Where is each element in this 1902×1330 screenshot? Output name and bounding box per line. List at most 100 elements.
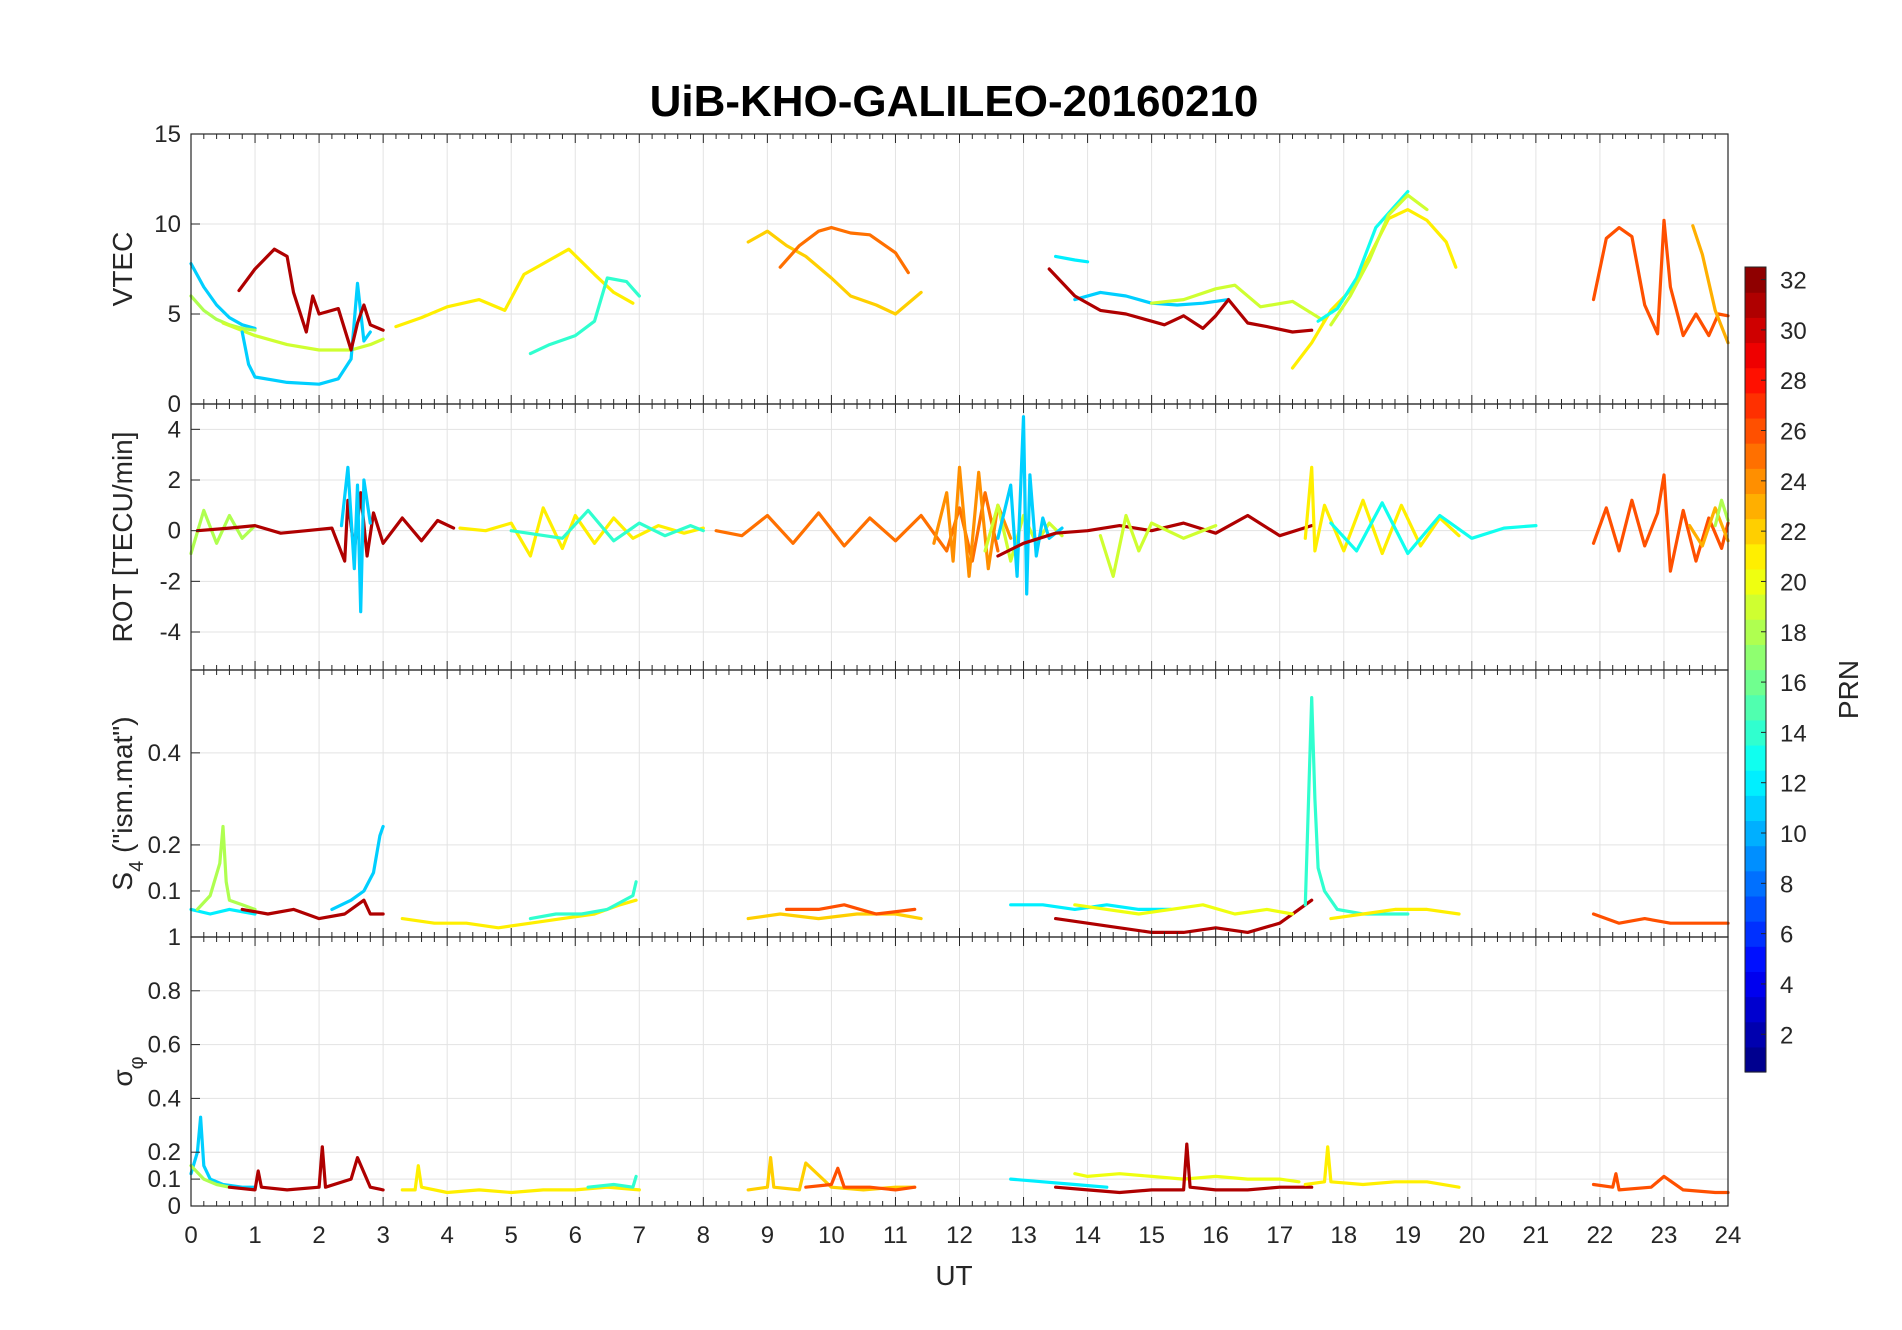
series-prn-31 bbox=[240, 898, 385, 921]
rot-series bbox=[189, 415, 1730, 614]
colorbar-swatch bbox=[1745, 870, 1766, 897]
vtec-y-tick-label: 5 bbox=[168, 301, 181, 328]
series-prn-14 bbox=[586, 1174, 638, 1189]
colorbar-tick-label: 8 bbox=[1780, 871, 1793, 898]
panel-rot: -4 -2 0 2 4 ROT [TECU/min] bbox=[107, 403, 1730, 671]
x-tick-label: 19 bbox=[1394, 1222, 1421, 1249]
x-axis-label: UT bbox=[935, 1260, 972, 1291]
series-prn-14 bbox=[528, 276, 641, 356]
colorbar-tick-label: 18 bbox=[1780, 620, 1807, 647]
colorbar-swatch bbox=[1745, 946, 1766, 972]
sigma-y-tick-label: 0.6 bbox=[148, 1032, 181, 1059]
colorbar-swatch bbox=[1745, 845, 1766, 872]
series-prn-19 bbox=[983, 503, 1064, 563]
vtec-y-axis-label: VTEC bbox=[107, 232, 138, 307]
series-prn-26 bbox=[1591, 912, 1730, 925]
x-tick-label: 21 bbox=[1523, 1222, 1550, 1249]
x-tick-label: 2 bbox=[312, 1222, 325, 1249]
x-tick-label: 23 bbox=[1651, 1222, 1678, 1249]
vtec-series bbox=[189, 190, 1730, 386]
colorbar-swatch bbox=[1745, 770, 1766, 796]
colorbar-swatch bbox=[1745, 719, 1766, 746]
colorbar-swatch bbox=[1745, 644, 1766, 671]
series-prn-31 bbox=[996, 513, 1314, 558]
s4-grid bbox=[190, 670, 1729, 937]
x-tick-label: 1 bbox=[248, 1222, 261, 1249]
series-prn-12 bbox=[1009, 1177, 1109, 1189]
chart-title: UiB-KHO-GALILEO-20160210 bbox=[650, 77, 1259, 126]
colorbar-tick-label: 20 bbox=[1780, 569, 1807, 596]
rot-y-tick-label: -2 bbox=[160, 568, 181, 595]
series-prn-13 bbox=[1329, 501, 1538, 556]
colorbar-tick-label: 4 bbox=[1780, 972, 1793, 999]
s4-y-tick-label: 0.2 bbox=[148, 832, 181, 859]
colorbar-swatch bbox=[1745, 694, 1766, 721]
series-prn-26 bbox=[1591, 1172, 1730, 1195]
colorbar-swatch bbox=[1745, 820, 1766, 847]
colorbar-swatch bbox=[1745, 971, 1766, 998]
series-prn-21 bbox=[1329, 907, 1461, 921]
sigma-y-tick-label: 0.8 bbox=[148, 978, 181, 1005]
series-prn-31 bbox=[237, 247, 385, 352]
x-tick-label: 16 bbox=[1202, 1222, 1229, 1249]
x-tick-label: 15 bbox=[1138, 1222, 1165, 1249]
series-prn-26 bbox=[804, 1166, 917, 1192]
colorbar-swatch bbox=[1745, 795, 1766, 822]
series-prn-31 bbox=[1047, 267, 1314, 334]
x-tick-labels: 0 1 2 3 4 5 6 7 8 9 10 11 12 13 14 15 16 17 18 19 20 21 22 23 24 bbox=[184, 1222, 1741, 1249]
colorbar-swatch bbox=[1745, 443, 1766, 469]
colorbar-swatch bbox=[1745, 619, 1766, 645]
colorbar-swatch bbox=[1745, 367, 1766, 394]
colorbar-swatch bbox=[1745, 392, 1766, 419]
series-prn-21 bbox=[400, 1164, 641, 1195]
s4-label-rest: ("ism.mat") bbox=[107, 716, 138, 860]
colorbar-tick-label: 6 bbox=[1780, 922, 1793, 949]
colorbar-swatch bbox=[1745, 669, 1766, 696]
x-tick-label: 4 bbox=[440, 1222, 453, 1249]
sigma-y-tick-label: 0.1 bbox=[148, 1166, 181, 1193]
series-prn-20 bbox=[1073, 903, 1295, 916]
s4-y-tick-label: 0.4 bbox=[148, 740, 181, 767]
x-tick-label: 11 bbox=[883, 1222, 908, 1249]
series-prn-23 bbox=[1687, 506, 1730, 548]
colorbar-swatch bbox=[1745, 996, 1766, 1023]
colorbar-frame bbox=[1744, 266, 1767, 1073]
series-prn-19 bbox=[1149, 283, 1327, 323]
colorbar-swatch bbox=[1745, 292, 1766, 318]
series-prn-19 bbox=[1329, 193, 1429, 327]
colorbar-swatch bbox=[1745, 1021, 1766, 1048]
colorbar-label: PRN bbox=[1833, 660, 1864, 719]
colorbar-swatch bbox=[1745, 921, 1766, 947]
x-tick-label: 22 bbox=[1587, 1222, 1614, 1249]
colorbar-tick-label: 26 bbox=[1780, 419, 1807, 446]
sigma-series bbox=[189, 1115, 1730, 1195]
x-tick-label: 12 bbox=[946, 1222, 973, 1249]
series-prn-22 bbox=[746, 229, 923, 316]
series-prn-22 bbox=[746, 912, 923, 921]
sigma-y-tick-label: 0.4 bbox=[148, 1085, 181, 1112]
colorbar-swatch bbox=[1745, 744, 1766, 771]
series-prn-25 bbox=[778, 226, 910, 275]
series-prn-18 bbox=[189, 1164, 231, 1189]
x-tick-label: 0 bbox=[184, 1222, 197, 1249]
colorbar-swatch bbox=[1745, 518, 1766, 545]
colorbar-tick-label: 16 bbox=[1780, 670, 1807, 697]
series-prn-14 bbox=[509, 508, 705, 543]
x-tick-label: 8 bbox=[697, 1222, 710, 1249]
colorbar-tick-label: 30 bbox=[1780, 318, 1807, 345]
series-prn-18 bbox=[195, 824, 257, 912]
series-prn-12 bbox=[189, 907, 257, 916]
rot-y-tick-label: -4 bbox=[160, 619, 181, 646]
colorbar-tick-label: 32 bbox=[1780, 268, 1807, 295]
sigma-x-ticks bbox=[190, 937, 1729, 1206]
series-prn-26 bbox=[1591, 218, 1730, 338]
x-tick-label: 20 bbox=[1458, 1222, 1485, 1249]
x-tick-label: 10 bbox=[818, 1222, 845, 1249]
colorbar-swatch bbox=[1745, 468, 1766, 495]
colorbar-swatch bbox=[1745, 493, 1766, 520]
